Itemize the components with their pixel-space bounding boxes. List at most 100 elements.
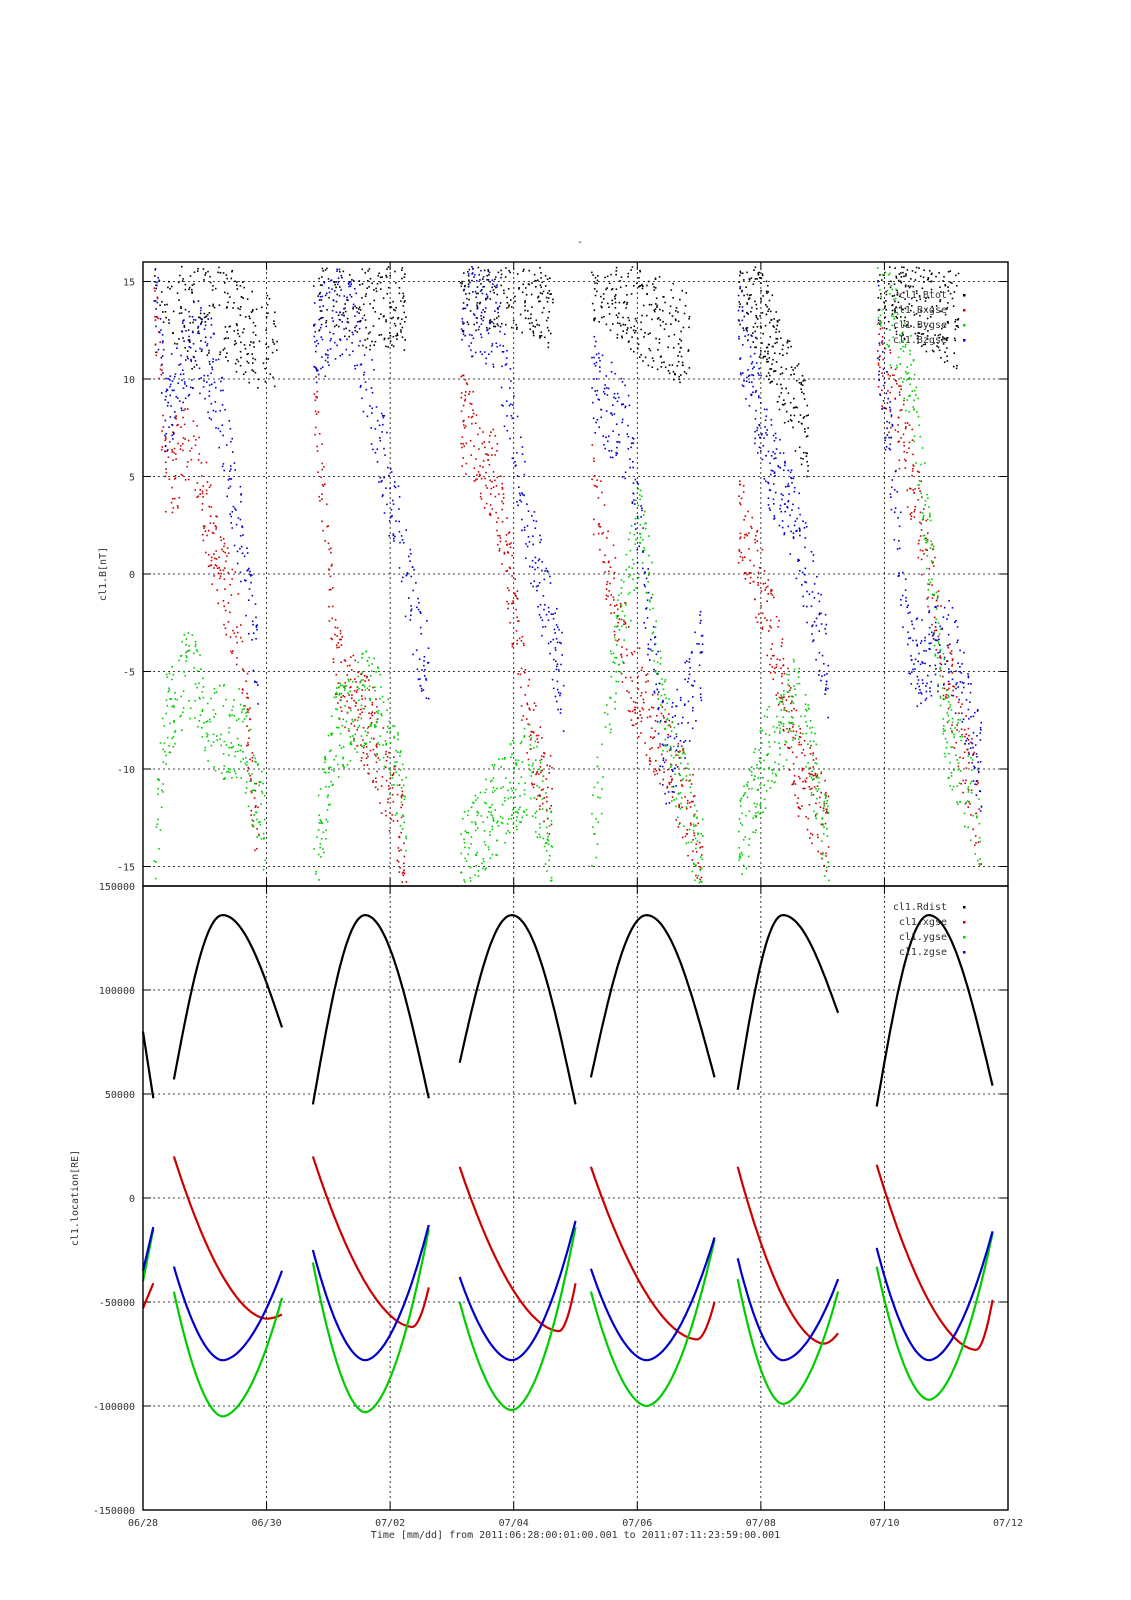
data-point <box>558 669 560 671</box>
scatter-series <box>591 444 704 881</box>
data-point <box>670 764 673 767</box>
data-point <box>491 279 494 281</box>
data-point <box>811 591 814 593</box>
data-point <box>475 329 477 332</box>
data-point <box>259 823 262 826</box>
data-point <box>237 750 239 753</box>
data-point <box>325 772 327 774</box>
data-point <box>825 632 827 635</box>
data-point <box>530 748 533 751</box>
data-point <box>182 373 185 375</box>
data-point <box>802 458 804 460</box>
data-point <box>224 408 226 411</box>
data-point <box>350 669 353 671</box>
data-point <box>174 375 176 378</box>
data-point <box>331 617 333 620</box>
data-point <box>371 340 373 343</box>
data-point <box>612 404 614 406</box>
data-point <box>230 522 232 524</box>
data-point <box>168 426 170 428</box>
data-point <box>762 583 765 585</box>
data-point <box>744 556 746 558</box>
data-point <box>688 367 691 369</box>
data-point <box>610 273 612 276</box>
data-point <box>766 708 769 711</box>
data-point <box>489 493 492 495</box>
data-point <box>330 749 332 752</box>
data-point <box>682 750 685 752</box>
data-point <box>387 266 390 268</box>
data-point <box>541 737 543 739</box>
data-point <box>361 684 364 686</box>
data-point <box>478 448 480 450</box>
data-point <box>816 797 818 800</box>
data-point <box>810 794 813 797</box>
data-point <box>613 630 616 633</box>
data-point <box>524 669 527 671</box>
data-point <box>180 695 182 698</box>
data-point <box>319 819 321 821</box>
data-point <box>191 387 194 389</box>
data-point <box>342 746 345 748</box>
data-point <box>208 390 211 393</box>
data-point <box>610 697 612 699</box>
data-point <box>804 715 806 717</box>
data-point <box>484 477 486 480</box>
data-point <box>239 749 242 752</box>
data-point <box>810 792 813 794</box>
data-point <box>543 752 546 755</box>
data-point <box>245 614 247 617</box>
data-point <box>480 815 483 817</box>
data-point <box>776 383 778 385</box>
data-point <box>485 802 488 805</box>
data-point <box>647 568 649 570</box>
data-point <box>255 624 258 627</box>
data-point <box>257 806 259 809</box>
data-point <box>393 735 395 738</box>
data-point <box>789 689 791 692</box>
data-point <box>524 305 526 307</box>
data-point <box>206 313 209 316</box>
data-point <box>826 808 828 811</box>
data-point <box>806 710 808 712</box>
data-point <box>687 677 690 680</box>
scatter-series <box>153 268 259 705</box>
data-point <box>686 829 689 831</box>
data-point <box>796 365 799 367</box>
data-point <box>368 772 370 775</box>
data-point <box>260 781 262 783</box>
data-point <box>366 764 369 766</box>
data-point <box>316 390 319 393</box>
data-point <box>321 267 324 270</box>
data-point <box>539 766 542 768</box>
data-point <box>328 568 330 571</box>
data-point <box>622 330 624 332</box>
data-point <box>701 867 703 870</box>
data-point <box>401 828 404 830</box>
data-point <box>246 692 248 695</box>
data-point <box>402 784 405 787</box>
data-point <box>607 440 609 443</box>
data-point <box>470 349 472 352</box>
data-point <box>676 688 679 691</box>
data-point <box>461 317 464 320</box>
data-point <box>200 377 202 379</box>
data-point <box>520 740 523 743</box>
data-point <box>666 750 669 753</box>
data-point <box>740 373 742 376</box>
data-point <box>162 791 164 793</box>
data-point <box>359 284 361 286</box>
data-point <box>615 615 618 617</box>
data-point <box>695 847 697 850</box>
data-point <box>824 793 826 796</box>
data-point <box>785 368 788 370</box>
data-point <box>547 346 550 349</box>
data-point <box>604 276 606 279</box>
data-point <box>633 709 636 711</box>
data-point <box>333 770 335 772</box>
data-point <box>622 403 624 405</box>
data-point <box>612 661 614 663</box>
data-point <box>743 380 745 382</box>
data-point <box>206 734 209 736</box>
data-point <box>475 799 477 801</box>
